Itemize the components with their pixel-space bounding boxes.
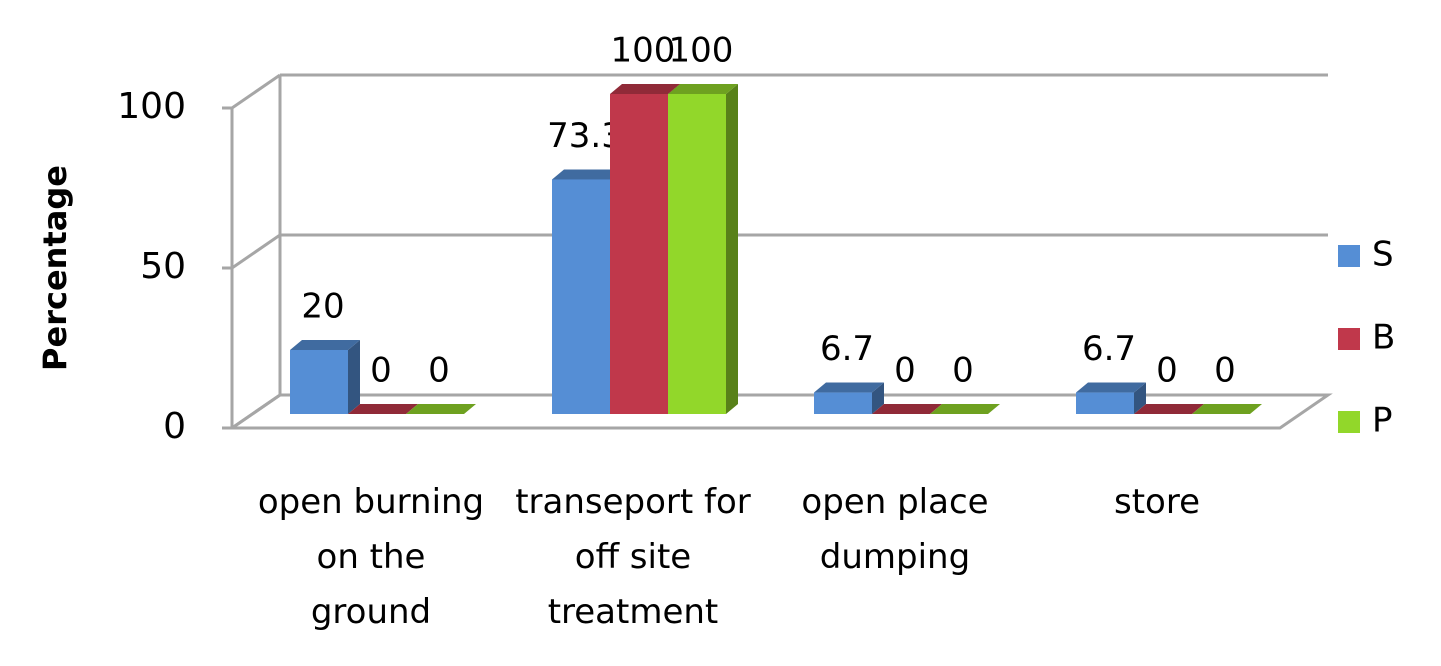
y-axis-label: Percentage [36,165,74,371]
bar-face [610,94,668,414]
bar-face [348,404,418,414]
bar-face [348,340,360,414]
data-label: 0 [428,351,450,391]
bar-face [814,392,872,414]
bar [1192,404,1262,414]
bar-face [552,179,610,414]
bar [348,404,418,414]
legend-label: B [1372,318,1395,358]
bar [406,404,476,414]
x-tick-label: open burning on the ground [257,482,485,632]
data-label: 100 [611,31,676,71]
bar-face [1076,382,1146,393]
bar-face [290,350,348,414]
bar-face [930,404,1000,414]
legend-swatch [1338,411,1360,433]
bar-face [1134,404,1204,414]
bar-face [1134,382,1146,414]
legend-label: P [1372,401,1393,441]
bar-face [668,84,738,94]
data-label: 0 [1214,351,1236,391]
bar-face [290,340,360,350]
x-tick-label: open place dumping [801,482,989,577]
data-label: 6.7 [1082,329,1136,369]
bar-face [406,404,476,414]
bar-face [1076,392,1134,414]
bar-face [668,94,726,414]
y-tick-label: 0 [163,406,186,447]
data-label: 100 [669,31,734,71]
bar-face [726,84,738,414]
bar-face [610,84,680,94]
data-label: 0 [894,351,916,391]
data-label: 0 [952,351,974,391]
bar [1076,382,1146,414]
bar [814,382,884,414]
bar-face [814,382,884,393]
grid-line [231,233,281,270]
bar-face [1192,404,1262,414]
x-tick-label: store [1114,482,1200,522]
legend-swatch [1338,328,1360,350]
data-label: 20 [301,287,344,327]
legend-swatch [1338,245,1360,267]
bar [930,404,1000,414]
y-tick-label: 100 [117,86,186,127]
bar [290,340,360,414]
bar-face [872,382,884,414]
bar-face [872,404,942,414]
data-label: 6.7 [820,329,874,369]
data-label: 0 [370,351,392,391]
bar [1134,404,1204,414]
grid-line [231,73,281,110]
data-label: 0 [1156,351,1178,391]
bar [872,404,942,414]
x-tick-label: transeport for off site treatment [515,482,751,632]
grid-line [231,393,281,430]
y-tick-label: 50 [140,246,186,287]
bar [668,84,738,414]
legend-label: S [1372,235,1394,275]
bar-face [552,169,622,180]
